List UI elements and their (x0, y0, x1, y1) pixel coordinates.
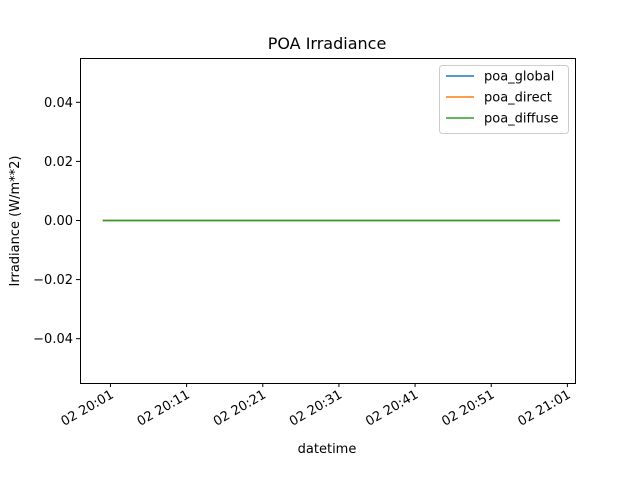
plot-frame (80, 58, 576, 384)
legend-label-poa-global: poa_global (484, 70, 554, 85)
x-axis-label: datetime (298, 442, 357, 457)
y-tick-label: −0.02 (33, 273, 73, 288)
y-tick-label: 0.00 (44, 214, 73, 229)
y-axis: 0.04 0.02 0.00 −0.02 −0.04 (33, 96, 80, 347)
legend-label-poa-diffuse: poa_diffuse (484, 112, 559, 127)
y-tick-label: 0.04 (44, 96, 73, 111)
y-tick-label: 0.02 (44, 155, 73, 170)
chart-title: POA Irradiance (268, 34, 387, 53)
y-axis-label: Irradiance (W/m**2) (8, 156, 23, 287)
legend: poa_global poa_direct poa_diffuse (439, 65, 569, 134)
legend-label-poa-direct: poa_direct (484, 91, 552, 106)
legend-box (439, 65, 569, 134)
y-tick-label: −0.04 (33, 332, 73, 347)
